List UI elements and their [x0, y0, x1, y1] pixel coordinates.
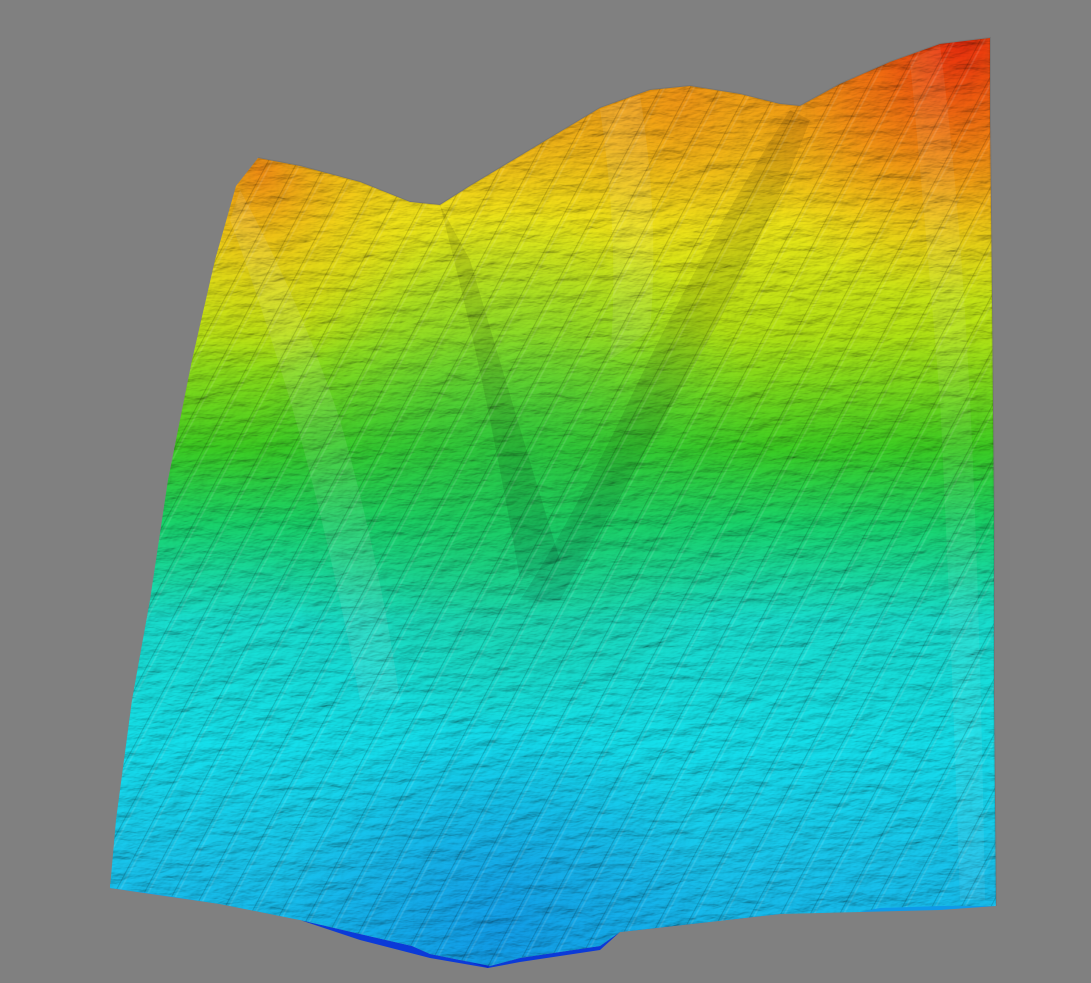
terrain-surface — [110, 38, 996, 966]
terrain-top-edge — [257, 36, 997, 907]
